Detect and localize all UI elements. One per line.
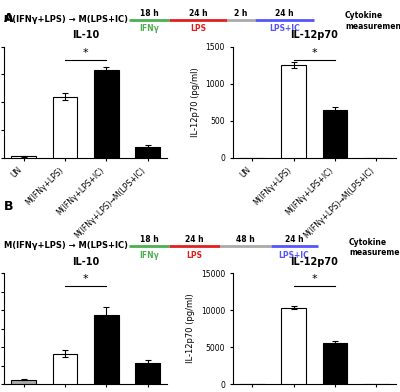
Text: 18 h: 18 h [140,9,158,18]
Text: 24 h: 24 h [185,235,204,244]
Text: *: * [312,274,317,285]
Bar [281,308,306,384]
Bar [53,97,78,158]
Title: IL-12p70: IL-12p70 [290,257,338,267]
Text: LPS+IC: LPS+IC [269,24,300,33]
Text: M(IFNγ+LPS) → M(LPS+IC): M(IFNγ+LPS) → M(LPS+IC) [4,15,128,24]
Text: LPS: LPS [190,24,206,33]
Y-axis label: IL-12p70 (pg/ml): IL-12p70 (pg/ml) [191,67,200,137]
Bar [53,354,78,384]
Text: IFNγ: IFNγ [139,24,159,33]
Text: *: * [83,274,88,285]
Text: Cytokine
measurement: Cytokine measurement [345,11,400,31]
Bar [322,343,347,384]
Text: 24 h: 24 h [275,9,294,18]
Title: IL-10: IL-10 [72,257,99,267]
Title: IL-10: IL-10 [72,30,99,40]
Text: B: B [4,200,14,213]
Bar [135,363,160,384]
Bar [322,110,347,158]
Title: IL-12p70: IL-12p70 [290,30,338,40]
Bar [94,70,119,158]
Text: 2 h: 2 h [234,9,248,18]
Bar [135,147,160,158]
Bar [12,156,36,158]
Text: 48 h: 48 h [236,235,254,244]
Text: 24 h: 24 h [189,9,207,18]
Text: LPS+IC: LPS+IC [279,251,310,260]
Text: *: * [312,48,317,58]
Text: 24 h: 24 h [285,235,303,244]
Y-axis label: IL-12p70 (pg/ml): IL-12p70 (pg/ml) [186,294,195,363]
Bar [94,315,119,384]
Text: A: A [4,12,14,25]
Text: M(IFNγ+LPS) → M(LPS+IC): M(IFNγ+LPS) → M(LPS+IC) [4,241,128,250]
Text: Cytokine
measurement: Cytokine measurement [349,238,400,257]
Text: IFNγ: IFNγ [139,251,159,260]
Text: LPS: LPS [186,251,202,260]
Bar [281,65,306,158]
Bar [12,379,36,384]
Text: 18 h: 18 h [140,235,158,244]
Text: *: * [83,48,88,58]
